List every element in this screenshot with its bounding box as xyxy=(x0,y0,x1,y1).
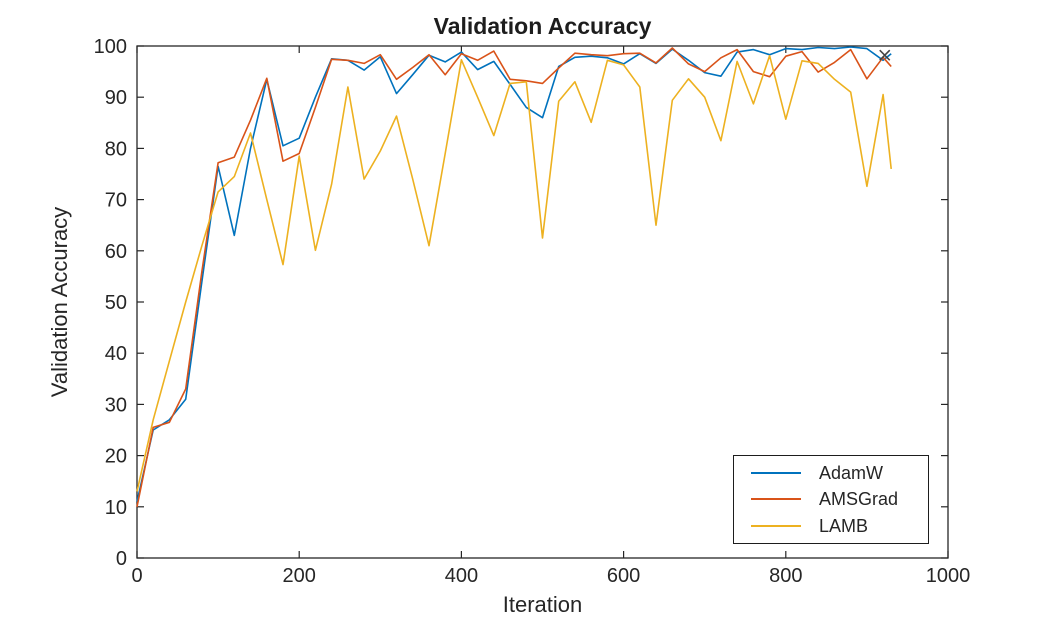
y-tick-label: 70 xyxy=(105,190,127,212)
chart-title: Validation Accuracy xyxy=(433,13,652,39)
y-tick-label: 100 xyxy=(94,36,127,58)
y-tick-label: 10 xyxy=(105,497,127,519)
legend-label-lamb: LAMB xyxy=(819,515,869,536)
series-line-lamb xyxy=(136,54,892,492)
y-tick-label: 0 xyxy=(116,548,127,570)
x-tick-label: 200 xyxy=(283,565,316,587)
x-tick-label: 0 xyxy=(131,565,142,587)
x-tick-label: 1000 xyxy=(926,565,971,587)
y-tick-label: 40 xyxy=(105,343,127,365)
legend: AdamW AMSGrad LAMB xyxy=(733,455,929,544)
legend-label-adamw: AdamW xyxy=(819,463,884,484)
adamw-line-sample xyxy=(751,472,801,475)
y-tick-label: 20 xyxy=(105,446,127,468)
y-tick-label: 30 xyxy=(105,394,127,416)
y-tick-label: 60 xyxy=(105,241,127,263)
legend-item-adamw: AdamW xyxy=(734,464,928,482)
lamb-line-sample xyxy=(751,524,801,527)
amsgrad-line-sample xyxy=(751,498,801,501)
y-axis-label: Validation Accuracy xyxy=(47,206,72,398)
x-tick-label: 800 xyxy=(769,565,802,587)
x-tick-label: 600 xyxy=(607,565,640,587)
series-line-adamw xyxy=(136,46,892,502)
legend-item-lamb: LAMB xyxy=(734,517,928,535)
y-tick-label: 50 xyxy=(105,292,127,314)
series-line-amsgrad xyxy=(136,47,892,507)
final-x-marker xyxy=(879,49,891,61)
x-axis-label: Iteration xyxy=(502,592,583,617)
y-tick-label: 80 xyxy=(105,138,127,160)
y-tick-label: 90 xyxy=(105,87,127,109)
x-tick-label: 400 xyxy=(445,565,478,587)
legend-item-amsgrad: AMSGrad xyxy=(734,490,928,508)
legend-label-amsgrad: AMSGrad xyxy=(819,489,899,510)
